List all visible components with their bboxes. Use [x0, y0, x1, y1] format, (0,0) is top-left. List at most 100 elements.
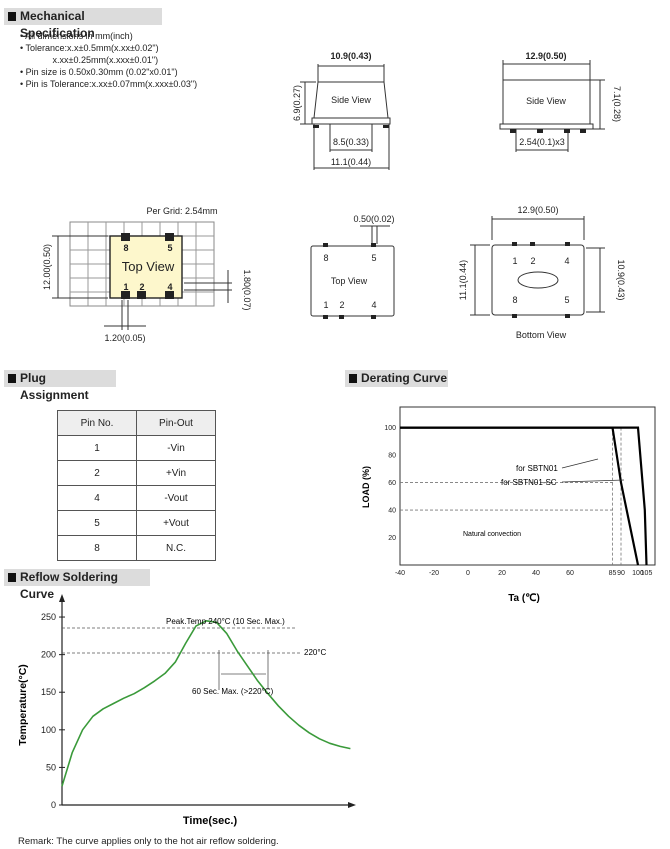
view-label: Top View — [331, 276, 368, 286]
table-cell: 5 — [57, 510, 137, 536]
dim-label: 6.9(0.27) — [292, 85, 302, 121]
annotation: Peak.Temp 240°C (10 Sec. Max.) — [166, 617, 285, 626]
y-tick-label: 80 — [388, 453, 396, 460]
reflow-curve-header: Reflow Soldering Curve — [4, 569, 150, 601]
table-header: Pin-Out — [136, 410, 216, 436]
remark-text: Remark: The curve applies only to the ho… — [18, 836, 279, 847]
bottom-view — [470, 216, 605, 316]
dim-label: 8.5(0.33) — [333, 137, 369, 147]
y-tick-label: 40 — [388, 508, 396, 515]
pin-label: 1 — [323, 300, 328, 310]
series-line — [400, 426, 640, 566]
pin-assignment-table: Pin No. Pin-Out 1 -Vin 2 +Vin 4 -Vout 5 +Vou… — [57, 410, 216, 561]
dim-label: 12.9(0.50) — [517, 205, 558, 215]
y-tick-label: 60 — [388, 480, 396, 487]
view-label: Top View — [122, 259, 175, 274]
spec-line: • Tolerance:x.x±0.5mm(x.xx±0.02") — [20, 43, 159, 53]
pin-label: 2 — [530, 256, 535, 266]
pin-label: 8 — [123, 243, 128, 253]
mechanical-drawings: 10.9(0.43) Side View 6.9(0.27) 8.5(0.33)… — [42, 51, 626, 343]
table-row: 1 -Vin — [57, 435, 216, 461]
pin-label: 4 — [564, 256, 569, 266]
series-line — [400, 426, 648, 566]
legend-label: for SBTN01-SC — [501, 478, 557, 487]
pin-label: 8 — [512, 295, 517, 305]
y-tick-label: 150 — [41, 687, 56, 697]
y-tick-label: 20 — [388, 535, 396, 542]
legend-label: for SBTN01 — [516, 464, 558, 473]
dim-label: 2.54(0.1)x3 — [519, 137, 565, 147]
top-view — [310, 225, 395, 317]
dim-label: 11.1(0.44) — [331, 157, 371, 167]
table-cell: 8 — [57, 535, 137, 561]
table-cell: 1 — [57, 435, 137, 461]
y-tick-label: 250 — [41, 612, 56, 622]
dim-label: 7.1(0.28) — [612, 86, 622, 122]
pin-label: 5 — [564, 295, 569, 305]
x-tick-label: 105 — [641, 570, 653, 577]
spec-line: • Pin size is 0.50x0.30mm (0.02"x0.01") — [20, 67, 178, 77]
y-tick-label: 0 — [51, 800, 56, 810]
spec-notes: • All dimensions in mm(inch) • Tolerance… — [20, 30, 197, 90]
dim-label: 12.9(0.50) — [525, 51, 566, 61]
x-axis-label: Time(sec.) — [183, 815, 238, 827]
spec-line: • Pin is Tolerance:x.xx±0.07mm(x.xxx±0.0… — [20, 79, 198, 89]
view-label: Side View — [331, 95, 371, 105]
x-tick-label: 0 — [466, 570, 470, 577]
dim-label: 1.20(0.05) — [104, 333, 145, 343]
dim-label: Per Grid: 2.54mm — [146, 206, 217, 216]
x-tick-label: 20 — [498, 570, 506, 577]
mechanical-spec-header: Mechanical Specification — [4, 8, 162, 40]
pin-label: 1 — [512, 256, 517, 266]
table-cell: 2 — [57, 460, 137, 486]
table-cell: -Vout — [136, 485, 216, 511]
x-tick-label: -40 — [395, 570, 405, 577]
pin-label: 5 — [167, 243, 172, 253]
table-row: 2 +Vin — [57, 460, 216, 486]
x-tick-label: 90 — [617, 570, 625, 577]
y-axis-label: LOAD (%) — [361, 466, 371, 508]
table-header-row: Pin No. Pin-Out — [57, 410, 216, 436]
view-label: Side View — [526, 96, 566, 106]
y-tick-label: 200 — [41, 650, 56, 660]
side-view-2 — [499, 60, 605, 152]
table-cell: -Vin — [136, 435, 216, 461]
x-axis-label: Ta (℃) — [508, 593, 540, 604]
x-tick-label: 60 — [566, 570, 574, 577]
pin-label: 1 — [123, 282, 128, 292]
y-tick-label: 100 — [384, 425, 396, 432]
side-view-1 — [300, 64, 391, 170]
dim-label: 10.9(0.43) — [616, 259, 626, 300]
derating-curve-header: Derating Curve — [345, 370, 448, 387]
pin-label: 5 — [371, 253, 376, 263]
spec-line: • All dimensions in mm(inch) — [20, 31, 133, 41]
pcb-grid-view — [52, 221, 232, 330]
y-tick-label: 50 — [46, 762, 56, 772]
annotation: 60 Sec. Max. (>220°C) — [192, 687, 274, 696]
dim-label: 12.00(0.50) — [42, 244, 52, 290]
table-row: 5 +Vout — [57, 510, 216, 536]
plot-frame — [399, 406, 656, 566]
pin-label: 4 — [371, 300, 376, 310]
table-cell: +Vin — [136, 460, 216, 486]
annotation: 220°C — [304, 648, 327, 657]
dim-label: 1.80(0.07) — [242, 269, 252, 310]
x-tick-label: 100 — [632, 570, 644, 577]
spec-line: x.xx±0.25mm(x.xxx±0.01") — [20, 55, 159, 65]
table-header: Pin No. — [57, 410, 137, 436]
y-tick-label: 100 — [41, 725, 56, 735]
table-cell: +Vout — [136, 510, 216, 536]
pin-label: 2 — [139, 282, 144, 292]
pin-label: 2 — [339, 300, 344, 310]
table-row: 8 N.C. — [57, 535, 216, 561]
x-tick-label: 40 — [532, 570, 540, 577]
table-cell: 4 — [57, 485, 137, 511]
y-axis-label: Temperature(°C) — [17, 664, 29, 746]
annotation: Natural convection — [463, 531, 521, 538]
dim-label: 10.9(0.43) — [330, 51, 371, 61]
x-tick-label: 85 — [609, 570, 617, 577]
pin-label: 4 — [167, 282, 172, 292]
dim-label: 0.50(0.02) — [353, 214, 394, 224]
dim-label: 11.1(0.44) — [458, 260, 468, 300]
